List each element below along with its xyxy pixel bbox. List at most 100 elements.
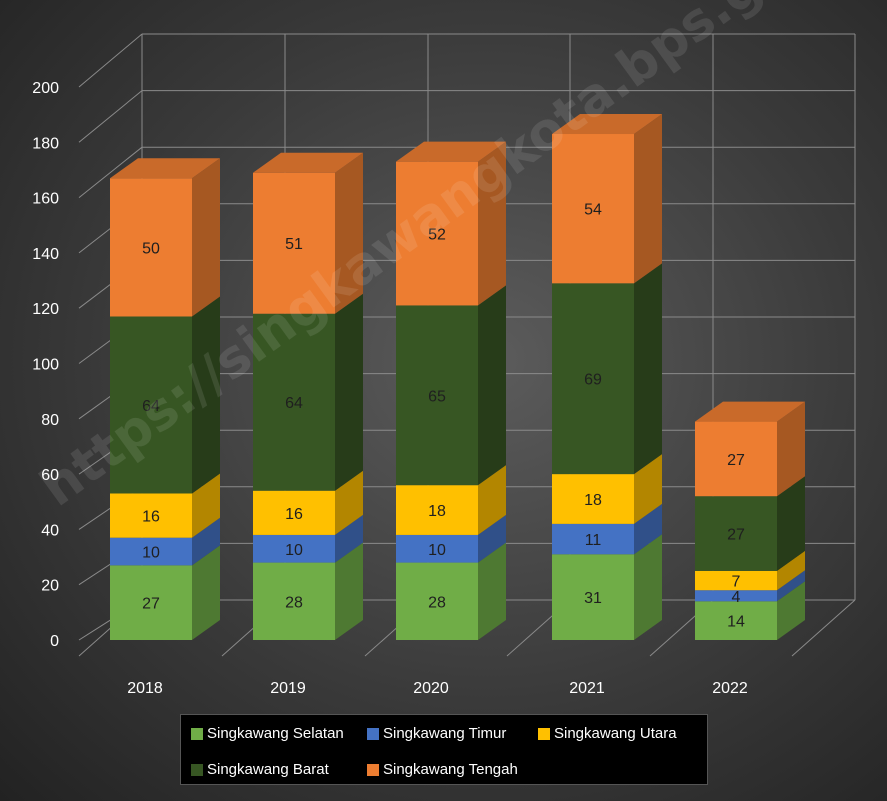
bar-segment [396, 485, 478, 535]
bar-segment-side [478, 285, 506, 486]
bar-segment [695, 601, 777, 640]
bar-segment-side [192, 158, 220, 317]
bar-value-label: 18 [584, 492, 602, 509]
bar-segment-side [777, 401, 805, 497]
legend-item-timur: Singkawang Timur [367, 725, 506, 742]
bar-segment [253, 490, 335, 535]
x-tick-label: 2018 [127, 680, 163, 697]
bar-value-label: 64 [285, 395, 303, 412]
bar-segment [253, 172, 335, 314]
legend-swatch [191, 727, 203, 740]
bar-segment [396, 562, 478, 640]
bar-segment-side [478, 514, 506, 563]
bar-segment-side [335, 514, 363, 563]
bar-segment-side [335, 293, 363, 491]
bar-segment-side [777, 570, 805, 602]
bar-segment-side [192, 517, 220, 566]
bar-value-label: 64 [142, 398, 160, 415]
bar-top-face [110, 158, 220, 179]
bar-segment [253, 313, 335, 491]
y-tick-label: 200 [32, 80, 59, 97]
bar-segment-side [192, 296, 220, 494]
bar-top-face [695, 401, 805, 422]
bar-segment-side [335, 470, 363, 535]
x-tick-label: 2021 [569, 680, 605, 697]
bar-segment [695, 496, 777, 571]
y-tick-label: 160 [32, 191, 59, 208]
x-tick-label: 2020 [413, 680, 449, 697]
bar-value-label: 50 [142, 240, 160, 257]
bar-value-label: 51 [285, 236, 303, 253]
y-tick-label: 40 [41, 522, 59, 539]
legend-label: Singkawang Tengah [383, 761, 518, 778]
bar-value-label: 11 [585, 532, 602, 549]
x-tick-label: 2019 [270, 680, 306, 697]
legend-swatch [367, 727, 379, 740]
legend-label: Singkawang Barat [207, 761, 329, 778]
legend-item-selatan: Singkawang Selatan [191, 725, 344, 742]
chart-bars: 27 10 16 64 50 28 10 16 64 51 28 10 18 65 52 31 11 18 69 54… [110, 114, 805, 640]
bar-segment [253, 534, 335, 563]
bar-segment-side [634, 534, 662, 640]
bar-segment [110, 493, 192, 538]
bar-segment-side [634, 503, 662, 555]
bar-segment [552, 554, 634, 640]
y-tick-label: 180 [32, 135, 59, 152]
gridline-depth [78, 33, 143, 88]
bar-value-label: 16 [142, 509, 160, 526]
bar-segment [396, 534, 478, 563]
bar-top-face [253, 152, 363, 173]
bar-top-face [396, 141, 506, 162]
bar-segment [110, 537, 192, 566]
y-tick-label: 60 [41, 467, 59, 484]
legend-label: Singkawang Timur [383, 725, 507, 742]
bar-value-label: 14 [727, 614, 745, 631]
bar-segment [110, 178, 192, 317]
bar-segment [110, 565, 192, 640]
bar-segment-side [777, 550, 805, 591]
bar-value-label: 7 [732, 574, 741, 591]
gridline-depth [78, 90, 143, 143]
bar-segment [695, 421, 777, 497]
bar-segment-side [478, 141, 506, 306]
bar-segment [552, 523, 634, 555]
bar-segment [552, 474, 634, 524]
bar-value-label: 54 [584, 202, 602, 219]
legend-label: Singkawang Utara [554, 725, 677, 742]
legend-swatch [538, 727, 550, 740]
bar-value-label: 31 [584, 590, 602, 607]
legend-swatch [191, 763, 203, 776]
bar-value-label: 65 [428, 388, 446, 405]
bar-segment-side [335, 542, 363, 640]
bar-segment [695, 590, 777, 602]
bar-segment [695, 570, 777, 591]
bar-segment-side [192, 473, 220, 538]
bar-segment-side [777, 581, 805, 640]
y-axis-ticks: 0 20 40 60 80 100 120 140 160 180 200 [32, 80, 59, 650]
bar-value-label: 27 [727, 527, 745, 544]
bar-segment-side [777, 476, 805, 571]
bar-segment-side [634, 263, 662, 475]
bar-value-label: 52 [428, 227, 446, 244]
bar-top-face [552, 114, 662, 135]
bar-segment-side [335, 152, 363, 314]
bar-value-label: 18 [428, 503, 446, 520]
bar-value-label: 27 [142, 596, 160, 613]
y-tick-label: 20 [41, 578, 59, 595]
bar-segment-side [634, 114, 662, 284]
legend-swatch [367, 763, 379, 776]
legend-label: Singkawang Selatan [207, 725, 344, 742]
bar-value-label: 10 [285, 542, 303, 559]
bar-segment [110, 316, 192, 494]
y-tick-label: 120 [32, 301, 59, 318]
bar-segment-side [192, 545, 220, 640]
x-tick-label: 2022 [712, 680, 748, 697]
bar-value-label: 4 [732, 589, 741, 606]
bar-value-label: 10 [428, 542, 446, 559]
y-tick-label: 80 [41, 412, 59, 429]
bar-value-label: 10 [142, 545, 160, 562]
bar-segment [552, 283, 634, 475]
bar-value-label: 27 [727, 452, 745, 469]
gridline-depth [78, 146, 143, 198]
